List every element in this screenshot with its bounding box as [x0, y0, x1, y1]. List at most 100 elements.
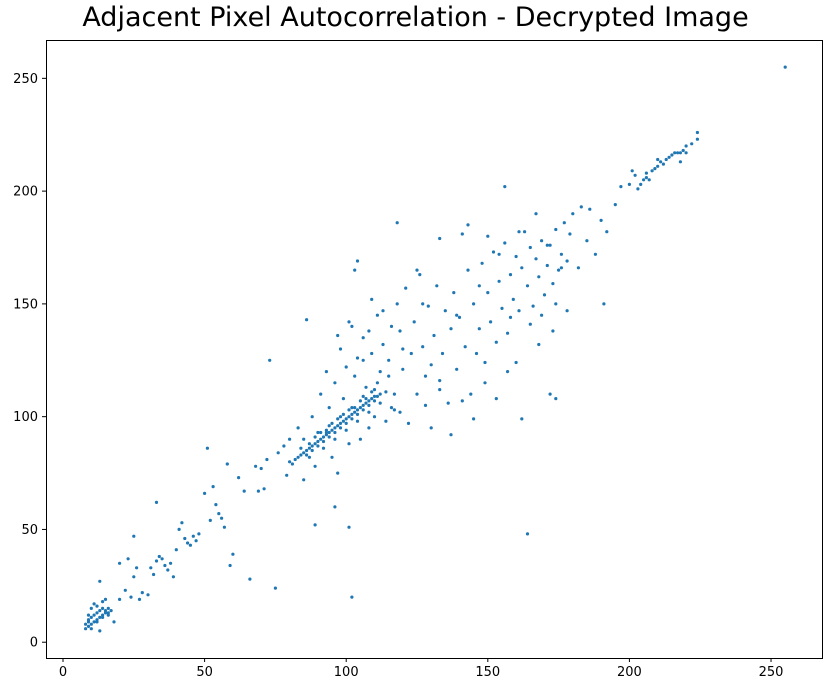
data-point [372, 388, 377, 392]
data-point [109, 609, 113, 613]
data-point [653, 167, 657, 171]
data-point [540, 239, 544, 243]
data-point [429, 363, 433, 367]
data-point [406, 421, 411, 425]
data-point [783, 65, 787, 69]
data-point [186, 541, 190, 545]
data-point [347, 320, 351, 324]
data-point [367, 329, 371, 333]
data-point [389, 324, 394, 328]
data-point [358, 406, 362, 410]
data-point [338, 415, 343, 419]
data-point [367, 399, 371, 403]
data-point [619, 185, 623, 189]
data-point [395, 221, 399, 225]
data-point [378, 401, 382, 405]
data-point [421, 302, 425, 306]
data-point [565, 309, 569, 313]
x-tick-label: 200 [617, 665, 642, 680]
data-point [361, 358, 365, 362]
data-point [324, 433, 328, 437]
data-point [426, 304, 430, 308]
data-point [415, 392, 419, 396]
data-point [395, 302, 399, 306]
data-point [472, 302, 476, 306]
data-point [542, 293, 547, 297]
data-point [157, 554, 161, 559]
data-point [452, 291, 456, 295]
data-point [231, 552, 235, 556]
data-point [435, 284, 439, 288]
data-point [559, 252, 564, 256]
data-point [313, 523, 317, 527]
data-point [676, 151, 680, 155]
data-point [565, 259, 569, 263]
data-point [508, 273, 513, 277]
data-point [350, 412, 354, 416]
data-point [514, 254, 518, 259]
data-point [103, 597, 108, 602]
data-point [644, 176, 649, 180]
data-point [333, 437, 337, 441]
data-point [330, 455, 334, 459]
data-point [644, 171, 649, 175]
data-point [593, 252, 598, 256]
data-point [642, 178, 646, 182]
data-point [463, 345, 467, 349]
data-point [92, 620, 96, 624]
data-point [169, 561, 173, 565]
data-point [305, 318, 309, 322]
data-point [237, 476, 241, 480]
data-point [472, 417, 476, 421]
data-point [506, 331, 510, 335]
data-point [469, 392, 473, 396]
data-point [333, 430, 337, 435]
data-point [486, 234, 490, 238]
data-point [89, 606, 93, 611]
data-point [489, 320, 493, 324]
data-point [118, 597, 122, 602]
data-point [106, 606, 110, 611]
data-point [367, 403, 371, 407]
data-point [438, 379, 442, 383]
data-point [126, 557, 130, 561]
data-point [460, 399, 464, 403]
data-point [545, 263, 549, 268]
data-point [375, 394, 379, 398]
data-point [248, 577, 252, 581]
data-point [101, 600, 105, 604]
data-point [160, 557, 164, 561]
data-point [650, 169, 654, 173]
data-point [106, 611, 110, 615]
data-point [449, 327, 453, 331]
data-point [605, 230, 609, 234]
data-point [262, 487, 266, 491]
y-tick-label: 0 [30, 636, 38, 651]
data-point [338, 347, 343, 351]
data-point [321, 446, 326, 450]
data-point [259, 466, 263, 471]
data-point [372, 415, 377, 419]
x-tick-label: 50 [196, 665, 213, 680]
data-point [89, 627, 93, 631]
data-point [554, 397, 558, 401]
data-point [296, 426, 300, 430]
data-point [163, 563, 167, 568]
data-point [92, 613, 96, 617]
data-point [310, 444, 314, 448]
data-point [282, 444, 286, 448]
data-point [220, 516, 224, 520]
data-point [423, 403, 428, 407]
data-point [106, 613, 110, 617]
data-point [355, 408, 360, 412]
data-point [336, 333, 340, 338]
data-point [497, 279, 501, 283]
data-point [302, 478, 306, 482]
data-point [511, 297, 515, 301]
data-point [353, 374, 357, 378]
data-point [89, 622, 93, 626]
data-point [347, 442, 351, 446]
data-point [562, 221, 566, 225]
data-point [673, 151, 677, 155]
data-point [457, 315, 462, 319]
